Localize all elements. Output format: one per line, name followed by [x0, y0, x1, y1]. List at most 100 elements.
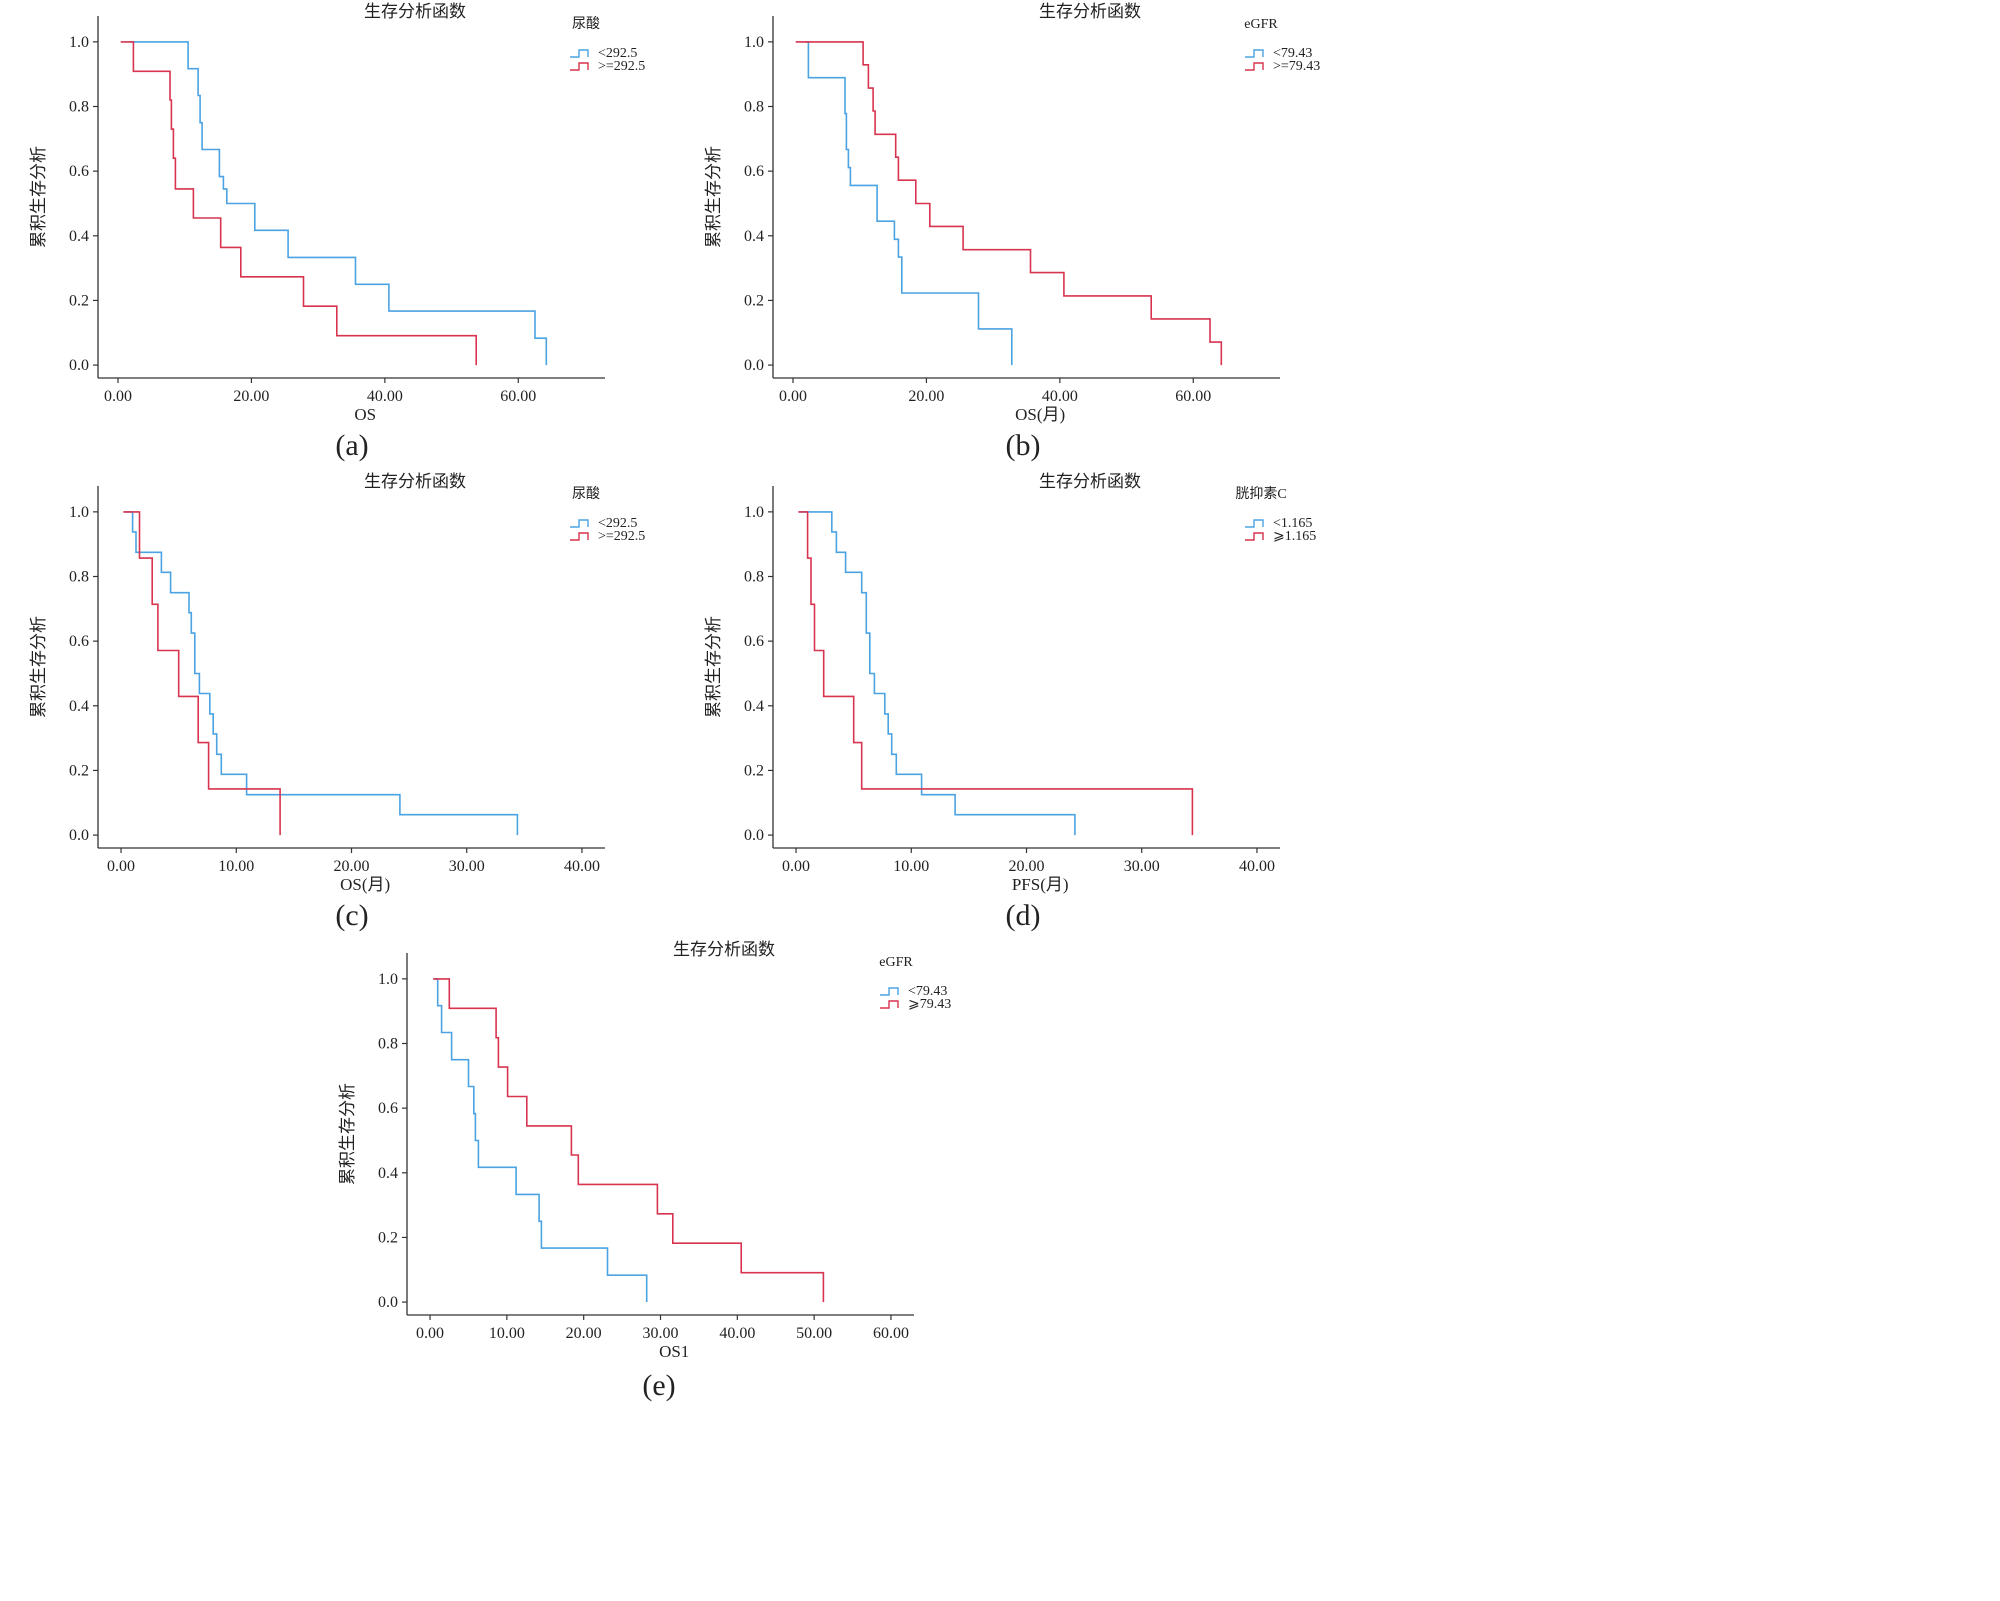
- y-tick-label: 0.2: [69, 292, 89, 309]
- y-tick-label: 0.0: [744, 357, 764, 374]
- y-tick-label: 0.8: [69, 99, 89, 116]
- survival-curve-red: [795, 41, 1223, 366]
- legend-label: >=292.5: [598, 59, 645, 74]
- panel-caption: (d): [1006, 899, 1041, 932]
- chart-panel-a: 0.0 0.2 0.4 0.6 0.8 1.0 0.00 20.00 40.00 60.00 OS 累…: [29, 2, 645, 462]
- x-tick-label: 10.00: [893, 858, 929, 875]
- x-tick-label: 20.00: [1009, 858, 1045, 875]
- y-axis-label: 累积生存分析: [29, 146, 48, 248]
- y-tick-label: 0.2: [744, 292, 764, 309]
- legend-swatch: [570, 532, 589, 541]
- legend: 胱抑素C <1.165⩾1.165: [1235, 486, 1316, 544]
- x-tick-label: 20.00: [233, 388, 269, 405]
- y-tick-label: 0.8: [744, 99, 764, 116]
- chart-title: 生存分析函数: [1039, 472, 1141, 491]
- x-tick-label: 10.00: [218, 858, 254, 875]
- legend-title: 尿酸: [572, 486, 600, 502]
- x-tick-label: 60.00: [1175, 388, 1211, 405]
- survival-curve-red: [123, 511, 281, 836]
- y-axis-label: 累积生存分析: [704, 146, 723, 248]
- legend-swatch: [880, 987, 899, 996]
- x-tick-label: 40.00: [1239, 858, 1275, 875]
- x-tick-label: 30.00: [643, 1325, 679, 1342]
- y-tick-label: 0.6: [378, 1100, 398, 1117]
- y-tick-label: 1.0: [744, 34, 764, 51]
- legend-title: 尿酸: [572, 16, 600, 32]
- survival-curve-blue: [799, 511, 1076, 836]
- y-tick-label: 0.6: [69, 163, 89, 180]
- x-tick-label: 0.00: [104, 388, 132, 405]
- y-tick-label: 1.0: [378, 971, 398, 988]
- y-tick-label: 1.0: [69, 504, 89, 521]
- legend-swatch: [570, 62, 589, 71]
- x-tick-label: 20.00: [334, 858, 370, 875]
- legend-swatch: [1245, 532, 1264, 541]
- y-axis-label: 累积生存分析: [338, 1083, 357, 1185]
- legend-title: 胱抑素C: [1235, 486, 1286, 502]
- legend-label: ⩾79.43: [908, 997, 951, 1012]
- chart-panel-e: 0.0 0.2 0.4 0.6 0.8 1.0 0.00 10.00 20.00 30.00 40.…: [338, 940, 951, 1402]
- legend-label: >=79.43: [1273, 59, 1320, 74]
- legend-swatch: [570, 49, 589, 58]
- x-axis-label: OS(月): [340, 875, 390, 894]
- legend-label: <79.43: [908, 984, 947, 999]
- x-tick-label: 30.00: [1124, 858, 1160, 875]
- x-tick-label: 0.00: [107, 858, 135, 875]
- x-tick-label: 40.00: [367, 388, 403, 405]
- y-tick-label: 0.8: [744, 569, 764, 586]
- y-axis-label: 累积生存分析: [704, 616, 723, 718]
- legend-swatch: [1245, 62, 1264, 71]
- chart-panel-b: 0.0 0.2 0.4 0.6 0.8 1.0 0.00 20.00 40.00 60.00 OS(…: [704, 2, 1320, 462]
- legend: eGFR <79.43⩾79.43: [879, 955, 951, 1012]
- chart-panel-c: 0.0 0.2 0.4 0.6 0.8 1.0 0.00 10.00 20.00 30.00 40.…: [29, 472, 645, 932]
- chart-title: 生存分析函数: [1039, 2, 1141, 21]
- y-tick-label: 0.4: [69, 228, 89, 245]
- survival-curve-blue: [130, 41, 548, 366]
- legend-label: <292.5: [598, 516, 637, 531]
- chart-title: 生存分析函数: [673, 940, 775, 959]
- x-axis-label: OS(月): [1015, 405, 1065, 424]
- y-tick-label: 0.4: [744, 228, 764, 245]
- legend-label: <292.5: [598, 46, 637, 61]
- legend: eGFR <79.43>=79.43: [1244, 17, 1320, 74]
- x-tick-label: 60.00: [873, 1325, 909, 1342]
- y-tick-label: 0.2: [744, 762, 764, 779]
- panel-caption: (c): [335, 899, 368, 932]
- legend-title: eGFR: [879, 955, 913, 970]
- y-tick-label: 0.6: [744, 163, 764, 180]
- chart-title: 生存分析函数: [364, 2, 466, 21]
- x-axis-label: OS: [354, 405, 376, 424]
- x-tick-label: 30.00: [449, 858, 485, 875]
- x-tick-label: 20.00: [566, 1325, 602, 1342]
- legend-swatch: [1245, 49, 1264, 58]
- legend-title: eGFR: [1244, 17, 1278, 32]
- x-tick-label: 40.00: [564, 858, 600, 875]
- legend-swatch: [880, 1000, 899, 1009]
- legend-label: ⩾1.165: [1273, 529, 1316, 544]
- survival-curve-red: [433, 978, 825, 1303]
- y-tick-label: 0.6: [69, 633, 89, 650]
- legend-swatch: [1245, 519, 1264, 528]
- x-tick-label: 0.00: [779, 388, 807, 405]
- x-tick-label: 50.00: [796, 1325, 832, 1342]
- y-tick-label: 0.0: [378, 1294, 398, 1311]
- x-tick-label: 0.00: [782, 858, 810, 875]
- y-tick-label: 0.0: [69, 357, 89, 374]
- y-tick-label: 0.2: [378, 1229, 398, 1246]
- y-tick-label: 0.6: [744, 633, 764, 650]
- y-tick-label: 0.8: [378, 1036, 398, 1053]
- y-tick-label: 1.0: [69, 34, 89, 51]
- chart-panel-d: 0.0 0.2 0.4 0.6 0.8 1.0 0.00 10.00 20.00 30.00 40.…: [704, 472, 1316, 932]
- legend: 尿酸 <292.5>=292.5: [570, 486, 645, 544]
- y-tick-label: 0.2: [69, 762, 89, 779]
- x-tick-label: 60.00: [500, 388, 536, 405]
- panel-caption: (b): [1006, 429, 1041, 462]
- chart-title: 生存分析函数: [364, 472, 466, 491]
- survival-curve-blue: [805, 41, 1013, 366]
- survival-curve-blue: [433, 978, 648, 1303]
- x-axis-label: PFS(月): [1012, 875, 1069, 894]
- x-tick-label: 40.00: [1042, 388, 1078, 405]
- y-tick-label: 1.0: [744, 504, 764, 521]
- panel-caption: (e): [642, 1369, 675, 1402]
- y-tick-label: 0.0: [69, 827, 89, 844]
